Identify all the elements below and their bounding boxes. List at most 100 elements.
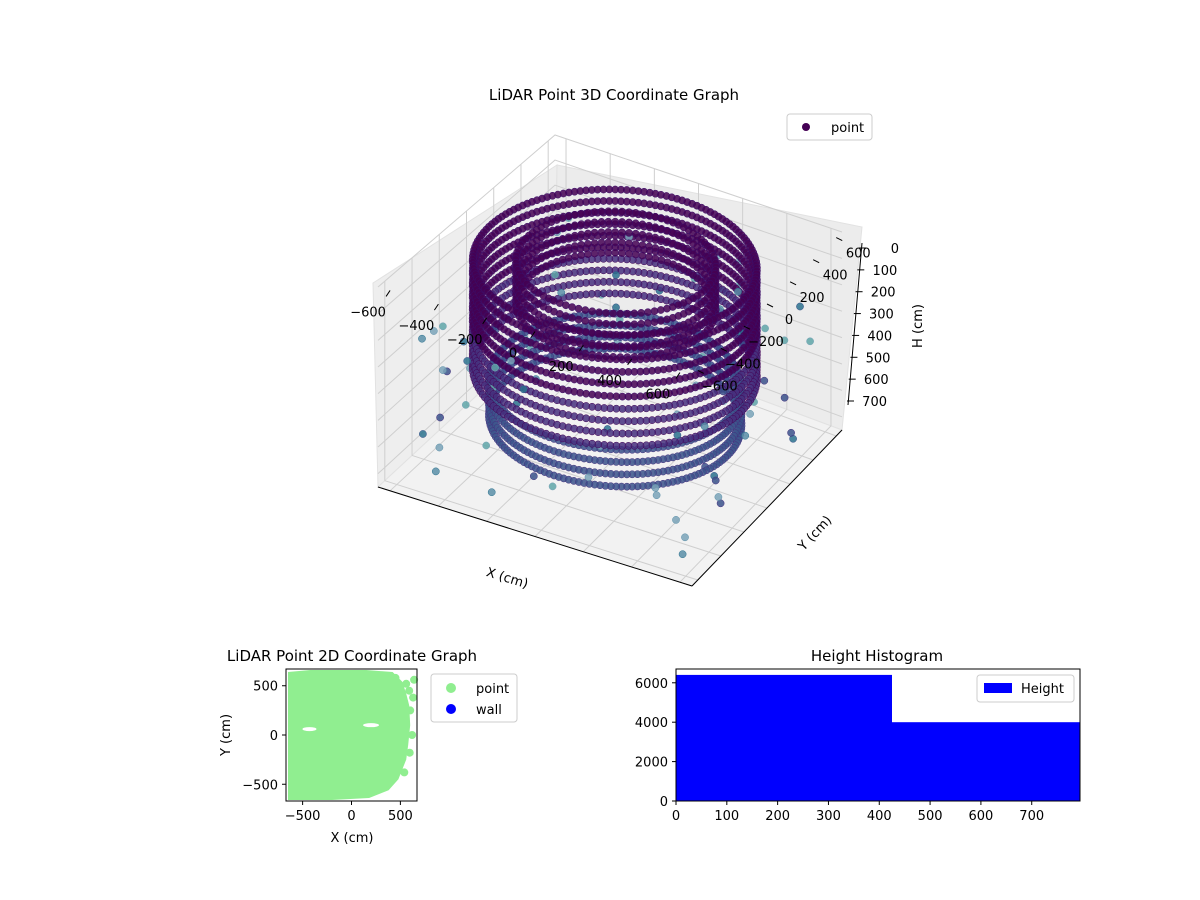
- x-tick-label-3d: −600: [350, 305, 386, 320]
- data-point-2d: [391, 673, 400, 682]
- data-point-3d: [597, 238, 606, 247]
- data-point-3d: [631, 229, 640, 238]
- data-point-3d: [604, 217, 613, 226]
- data-point-3d: [584, 250, 592, 259]
- x-tick-label-hist: 300: [816, 809, 841, 824]
- x-axis-label-2d: X (cm): [331, 831, 374, 846]
- point-region-2d: [288, 670, 411, 800]
- data-point-3d: [574, 315, 583, 324]
- data-point-3d: [568, 303, 576, 311]
- data-point-3d: [590, 218, 599, 227]
- legend-2d: point wall: [430, 673, 518, 723]
- data-point-3d: [645, 211, 653, 220]
- z-tick-label-3d: 600: [864, 373, 889, 388]
- data-point-3d: [623, 320, 632, 329]
- data-point-3d: [595, 319, 603, 327]
- data-point-3d: [651, 484, 660, 492]
- data-point-3d: [652, 491, 661, 500]
- data-point-3d: [631, 240, 640, 248]
- legend-histogram-label: Height: [1021, 682, 1064, 697]
- plot-2d: LiDAR Point 2D Coordinate Graph −500 −500…: [219, 647, 518, 846]
- data-point-3d: [435, 443, 444, 452]
- data-point-3d: [787, 428, 795, 437]
- data-point-3d: [584, 208, 592, 217]
- plot-3d-title: LiDAR Point 3D Coordinate Graph: [489, 86, 739, 104]
- data-point-2d: [405, 686, 414, 695]
- data-point-3d: [638, 210, 647, 218]
- data-point-3d: [519, 385, 528, 394]
- data-point-3d: [461, 401, 470, 409]
- data-point-3d: [700, 422, 709, 431]
- data-point-3d: [741, 431, 750, 440]
- point-cloud-2d: [288, 670, 419, 800]
- data-point-3d: [625, 208, 633, 217]
- data-point-3d: [714, 493, 723, 501]
- data-point-3d: [507, 356, 515, 365]
- z-tick-label-3d: 200: [871, 286, 896, 301]
- x-tick-label-hist: 400: [867, 809, 892, 824]
- z-tick-label-3d: 400: [867, 329, 892, 344]
- y-tick-label-2d: −500: [242, 778, 278, 793]
- histogram-frame: [675, 668, 1081, 802]
- data-point-3d: [577, 240, 586, 249]
- data-point-3d: [618, 238, 626, 247]
- y-tick-label-3d: −200: [748, 335, 784, 350]
- y-tick-label-hist: 0: [660, 795, 668, 810]
- data-point-3d: [459, 337, 468, 346]
- y-tick-mark-3d: [789, 281, 797, 286]
- data-point-3d: [644, 319, 652, 327]
- grid-line-x: [679, 228, 832, 583]
- data-point-3d: [577, 251, 586, 260]
- data-point-3d: [582, 328, 590, 337]
- data-point-3d: [590, 239, 599, 247]
- data-point-3d: [482, 441, 491, 450]
- plot-3d: LiDAR Point 3D Coordinate Graph −600 −400…: [350, 86, 926, 592]
- data-point-3d: [577, 209, 586, 218]
- data-point-3d: [645, 232, 653, 240]
- x-tick-label-hist: 100: [714, 809, 739, 824]
- y-tick-label-3d: 400: [823, 269, 848, 284]
- legend-2d-point-label: point: [476, 682, 509, 697]
- data-point-3d: [625, 249, 633, 258]
- data-point-3d: [584, 219, 592, 227]
- x-tick-label-2d: −500: [285, 809, 321, 824]
- y-tick-label-3d: −400: [725, 357, 761, 372]
- x-tick-label-2d: 0: [347, 809, 355, 824]
- gap-2d: [302, 727, 317, 732]
- x-tick-label-hist: 600: [968, 809, 993, 824]
- data-point-3d: [638, 251, 647, 260]
- data-point-3d: [678, 550, 687, 559]
- plot-2d-title: LiDAR Point 2D Coordinate Graph: [227, 647, 477, 665]
- y-tick-mark-3d: [836, 237, 843, 241]
- data-point-3d: [529, 472, 538, 481]
- data-point-3d: [436, 413, 444, 422]
- data-point-3d: [604, 248, 613, 257]
- data-point-3d: [746, 410, 754, 418]
- data-point-3d: [491, 363, 499, 372]
- data-point-2d: [409, 693, 418, 702]
- data-point-3d: [585, 455, 594, 464]
- data-point-3d: [439, 366, 447, 374]
- grid-line-x: [631, 213, 788, 568]
- data-point-3d: [602, 309, 610, 317]
- y-tick-mark-3d: [812, 259, 820, 264]
- x-tick-label-3d: 600: [646, 388, 671, 403]
- data-point-3d: [618, 218, 626, 226]
- data-point-3d: [590, 249, 599, 258]
- data-point-3d: [585, 480, 594, 488]
- data-point-3d: [551, 270, 559, 279]
- data-point-3d: [597, 228, 606, 237]
- data-point-3d: [618, 228, 626, 237]
- data-point-3d: [637, 309, 646, 317]
- y-tick-label-3d: 600: [846, 247, 871, 262]
- data-point-3d: [582, 365, 590, 373]
- x-axis-label-3d: X (cm): [484, 565, 530, 592]
- data-point-3d: [618, 249, 626, 257]
- y-axis-line: [691, 429, 843, 587]
- data-point-3d: [582, 389, 590, 398]
- y-tick-mark-3d: [720, 347, 728, 352]
- data-point-3d: [625, 218, 633, 227]
- y-tick-label-hist: 4000: [635, 716, 668, 731]
- data-point-3d: [611, 238, 620, 247]
